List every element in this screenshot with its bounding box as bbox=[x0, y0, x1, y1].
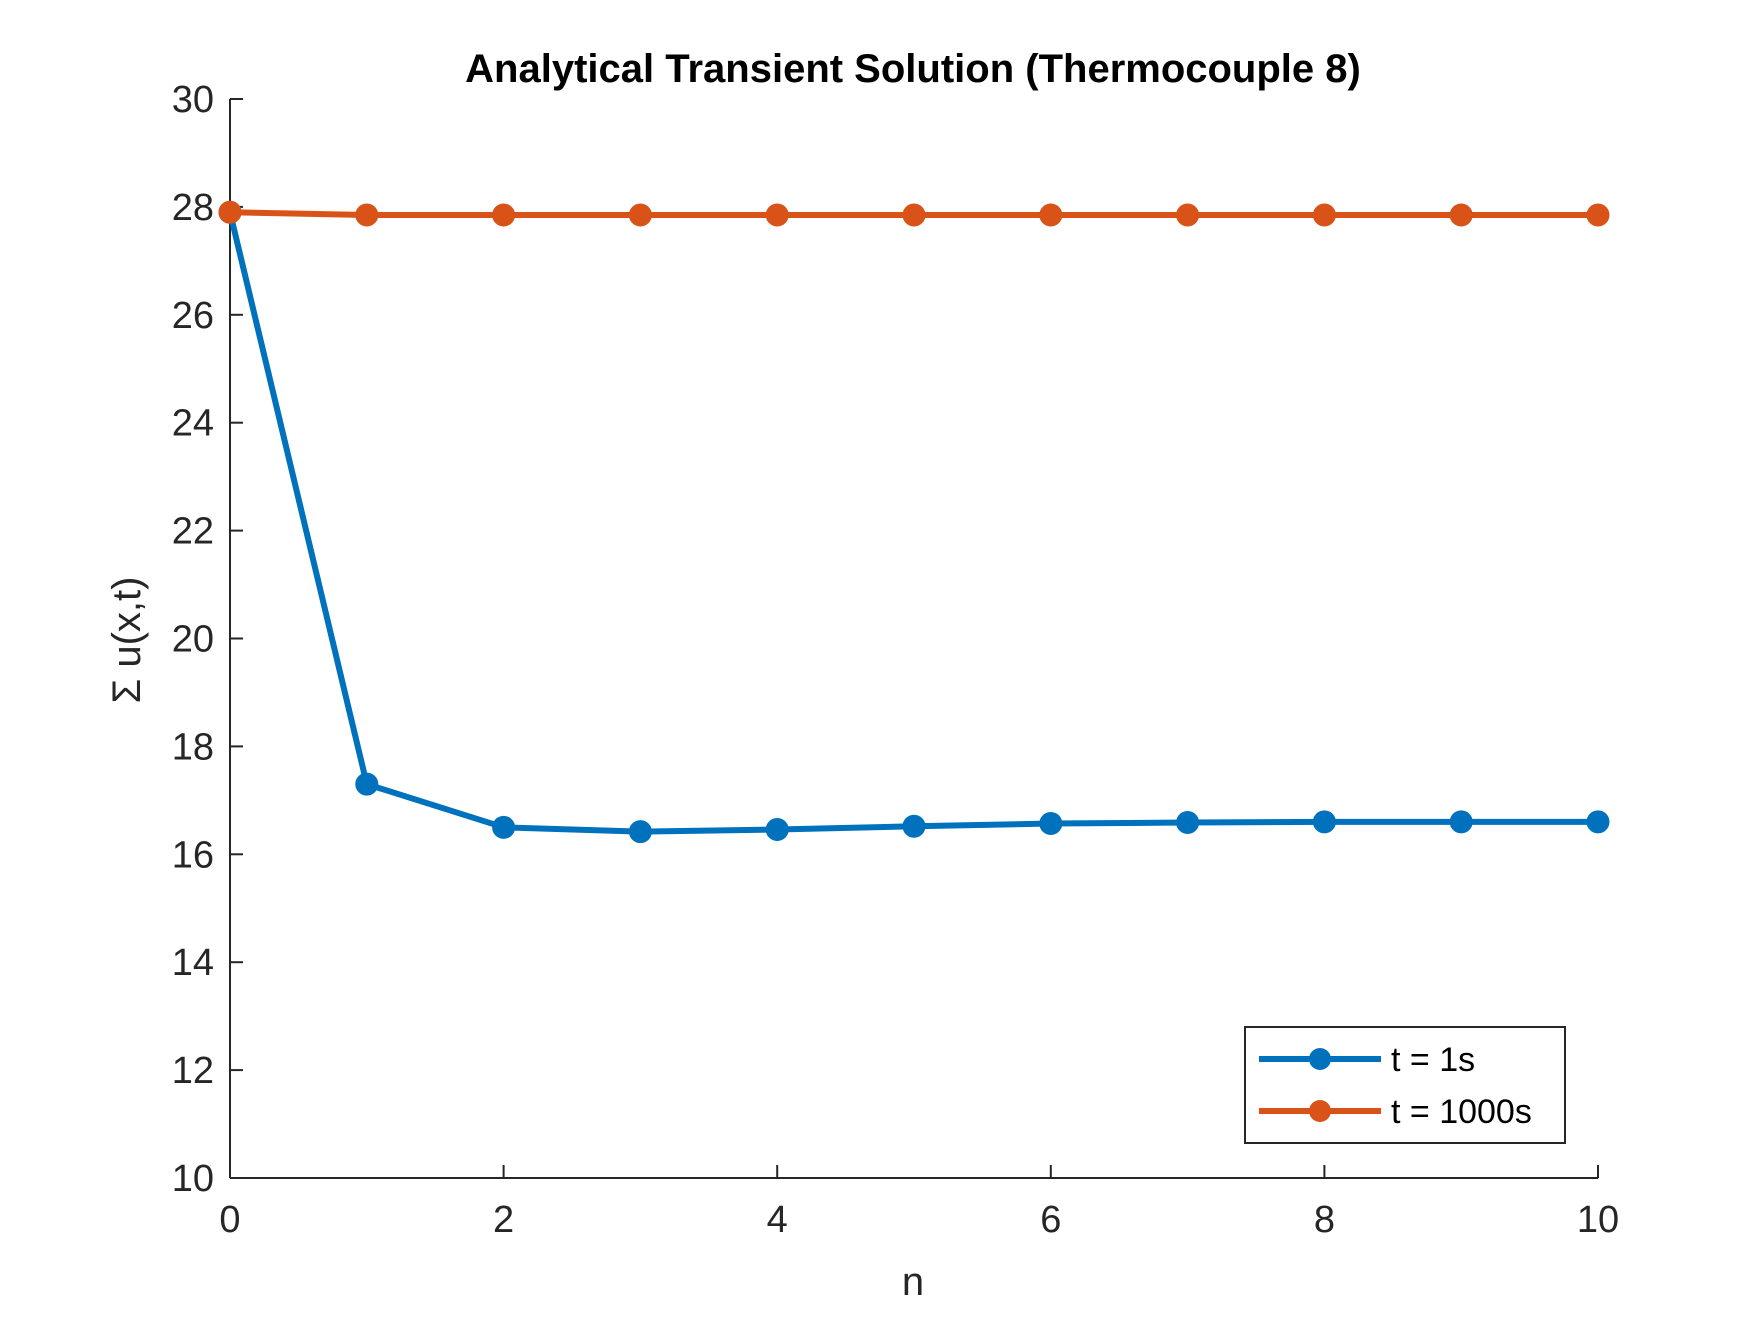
x-tick-label: 6 bbox=[1040, 1199, 1061, 1241]
y-tick-label: 10 bbox=[172, 1158, 214, 1200]
x-tick-label: 0 bbox=[219, 1199, 240, 1241]
data-point bbox=[628, 820, 652, 844]
data-point bbox=[1039, 203, 1063, 227]
legend: t = 1s t = 1000s bbox=[1244, 1026, 1566, 1144]
data-point bbox=[218, 200, 242, 224]
legend-label: t = 1000s bbox=[1391, 1093, 1532, 1131]
y-tick-label: 12 bbox=[172, 1050, 214, 1092]
data-point bbox=[492, 815, 516, 839]
data-point bbox=[765, 817, 789, 841]
y-axis-label: Σ u(x,t) bbox=[105, 577, 149, 704]
legend-box bbox=[1244, 1026, 1566, 1144]
legend-label: t = 1s bbox=[1391, 1041, 1475, 1079]
data-point bbox=[1586, 810, 1610, 834]
data-point bbox=[355, 203, 379, 227]
data-point bbox=[1449, 203, 1473, 227]
legend-marker bbox=[1309, 1048, 1331, 1070]
data-point bbox=[765, 203, 789, 227]
y-tick-label: 18 bbox=[172, 726, 214, 768]
series-layer bbox=[218, 200, 1610, 844]
data-point bbox=[1449, 810, 1473, 834]
data-point bbox=[355, 772, 379, 796]
data-point bbox=[1312, 203, 1336, 227]
data-point bbox=[1176, 203, 1200, 227]
data-point bbox=[902, 203, 926, 227]
data-point bbox=[1586, 203, 1610, 227]
y-tick-label: 26 bbox=[172, 295, 214, 337]
x-tick-label: 2 bbox=[493, 1199, 514, 1241]
x-tick-label: 10 bbox=[1577, 1199, 1619, 1241]
y-tick-label: 24 bbox=[172, 403, 214, 445]
data-point bbox=[628, 203, 652, 227]
legend-marker bbox=[1309, 1100, 1331, 1122]
data-point bbox=[902, 814, 926, 838]
chart-title: Analytical Transient Solution (Thermocou… bbox=[465, 47, 1361, 91]
y-tick-label: 22 bbox=[172, 511, 214, 553]
data-point bbox=[1039, 812, 1063, 836]
data-point bbox=[492, 203, 516, 227]
y-tick-label: 16 bbox=[172, 834, 214, 876]
x-tick-label: 8 bbox=[1314, 1199, 1335, 1241]
x-axis-label: n bbox=[902, 1260, 924, 1304]
y-tick-label: 28 bbox=[172, 187, 214, 229]
data-point bbox=[1176, 810, 1200, 834]
y-tick-label: 20 bbox=[172, 619, 214, 661]
y-tick-label: 30 bbox=[172, 79, 214, 121]
x-tick-label: 4 bbox=[767, 1199, 788, 1241]
series-line-1 bbox=[227, 209, 1601, 835]
y-tick-label: 14 bbox=[172, 942, 214, 984]
data-point bbox=[1312, 810, 1336, 834]
